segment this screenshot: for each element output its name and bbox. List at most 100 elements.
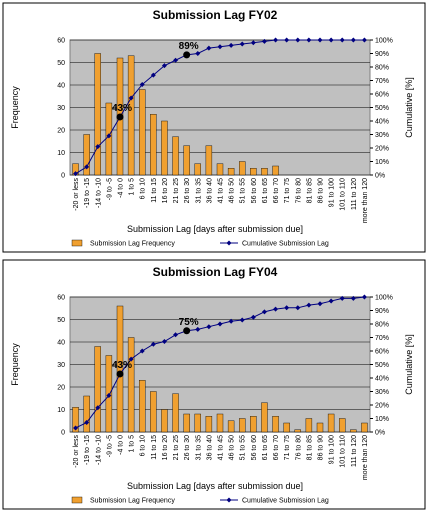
line-marker <box>284 305 290 311</box>
y-tick-label: 40 <box>57 83 65 90</box>
line-marker <box>339 37 345 43</box>
y-tick-label: 40 <box>57 340 65 347</box>
y2-tick-label: 90% <box>375 51 389 58</box>
legend-label: Submission Lag Frequency <box>90 241 175 248</box>
y-tick-label: 50 <box>57 317 65 324</box>
line-marker <box>239 317 245 323</box>
line-marker <box>317 301 323 307</box>
line-marker <box>361 294 367 300</box>
y2-tick-label: 80% <box>375 65 389 72</box>
bar <box>261 402 268 433</box>
x-axis-title: Submission Lag [days after submission du… <box>127 481 303 491</box>
line-marker <box>195 326 201 332</box>
legend-swatch <box>71 496 83 504</box>
line-marker <box>161 63 167 69</box>
x-tick-label: -14 to -10 <box>95 178 102 208</box>
y2-tick-label: 60% <box>375 92 389 99</box>
line-marker <box>273 37 279 43</box>
x-tick-label: 51 to 55 <box>240 178 247 203</box>
line-marker <box>139 82 145 88</box>
bar <box>216 413 224 433</box>
y2-tick-label: 70% <box>375 78 389 85</box>
legend-label: Submission Lag Frequency <box>90 498 175 505</box>
line-marker <box>73 425 79 431</box>
line-marker <box>206 324 212 330</box>
bar <box>205 416 213 433</box>
x-axis-title: Submission Lag [days after submission du… <box>127 224 303 234</box>
x-tick-label: -4 to 0 <box>118 435 125 455</box>
line-marker <box>239 41 245 47</box>
bar <box>116 305 124 433</box>
x-tick-label: 66 to 70 <box>273 435 280 460</box>
y2-axis-title: Cumulative [%] <box>404 77 414 138</box>
line-marker <box>295 305 301 311</box>
legend-label: Cumulative Submission Lag <box>242 498 329 505</box>
bar <box>83 395 90 433</box>
highlight-point <box>116 113 124 121</box>
bar <box>150 114 157 176</box>
x-tick-label: -4 to 0 <box>118 178 125 198</box>
x-tick-label: 61 to 65 <box>262 435 269 460</box>
x-tick-label: -14 to -10 <box>95 435 102 465</box>
x-tick-label: 46 to 50 <box>229 435 236 460</box>
chart-panel: Submission Lag FY04 0 10 20 30 40 50 60 0% 10% 20%… <box>2 259 426 510</box>
bar <box>272 416 279 433</box>
x-tick-label: 56 to 60 <box>251 435 258 460</box>
x-tick-label: 66 to 70 <box>273 178 280 203</box>
y2-tick-label: 20% <box>375 403 389 410</box>
y-tick-label: 30 <box>57 105 65 112</box>
x-tick-label: -19 to -15 <box>84 178 91 208</box>
bar <box>150 391 157 433</box>
y-tick-label: 50 <box>57 60 65 67</box>
line-marker <box>217 44 223 50</box>
bar <box>350 429 357 433</box>
x-tick-label: 1 to 5 <box>129 435 136 453</box>
line-marker <box>128 356 134 362</box>
highlight-point <box>116 370 124 378</box>
x-tick-label: 6 to 10 <box>140 178 147 200</box>
bar <box>239 161 246 176</box>
y2-tick-label: 100% <box>375 295 393 302</box>
line-marker <box>95 144 101 150</box>
line-marker <box>261 309 267 315</box>
line-marker <box>139 348 145 354</box>
x-tick-label: 11 to 15 <box>151 178 158 203</box>
bar <box>361 422 368 433</box>
y-tick-label: 20 <box>57 385 65 392</box>
chart-panel: Submission Lag FY02 0 10 20 30 40 50 60 0% 10% 20%… <box>2 2 426 253</box>
line-marker <box>361 37 367 43</box>
y-axis-title: Frequency <box>10 86 20 129</box>
line-marker <box>150 341 156 347</box>
bar <box>294 429 301 433</box>
x-tick-label: -19 to -15 <box>84 435 91 465</box>
x-tick-label: 101 to 110 <box>340 435 347 468</box>
y2-tick-label: 0% <box>375 430 385 437</box>
y2-tick-label: 70% <box>375 335 389 342</box>
y2-tick-label: 90% <box>375 308 389 315</box>
x-tick-label: 76 to 80 <box>295 178 302 203</box>
line-marker <box>84 164 90 170</box>
line-marker <box>161 339 167 345</box>
bar <box>105 102 113 176</box>
y-tick-label: 10 <box>57 407 65 414</box>
y2-tick-label: 50% <box>375 362 389 369</box>
bar <box>194 413 201 433</box>
highlight-point <box>183 327 191 335</box>
y2-tick-label: 30% <box>375 132 389 139</box>
bar <box>127 337 135 433</box>
x-tick-label: 26 to 30 <box>184 435 191 460</box>
x-tick-label: 56 to 60 <box>251 178 258 203</box>
x-tick-label: 21 to 25 <box>173 178 180 203</box>
bar <box>316 422 324 433</box>
y2-tick-label: 40% <box>375 119 389 126</box>
x-tick-label: 81 to 85 <box>306 435 313 460</box>
line-marker <box>328 298 334 304</box>
x-tick-label: 111 to 120 <box>351 178 358 210</box>
bar <box>94 53 101 176</box>
bar <box>139 89 146 176</box>
x-tick-label: 31 to 35 <box>195 435 202 460</box>
y2-tick-label: 50% <box>375 105 389 112</box>
x-tick-label: 111 to 120 <box>351 435 358 467</box>
line-marker <box>95 405 101 411</box>
